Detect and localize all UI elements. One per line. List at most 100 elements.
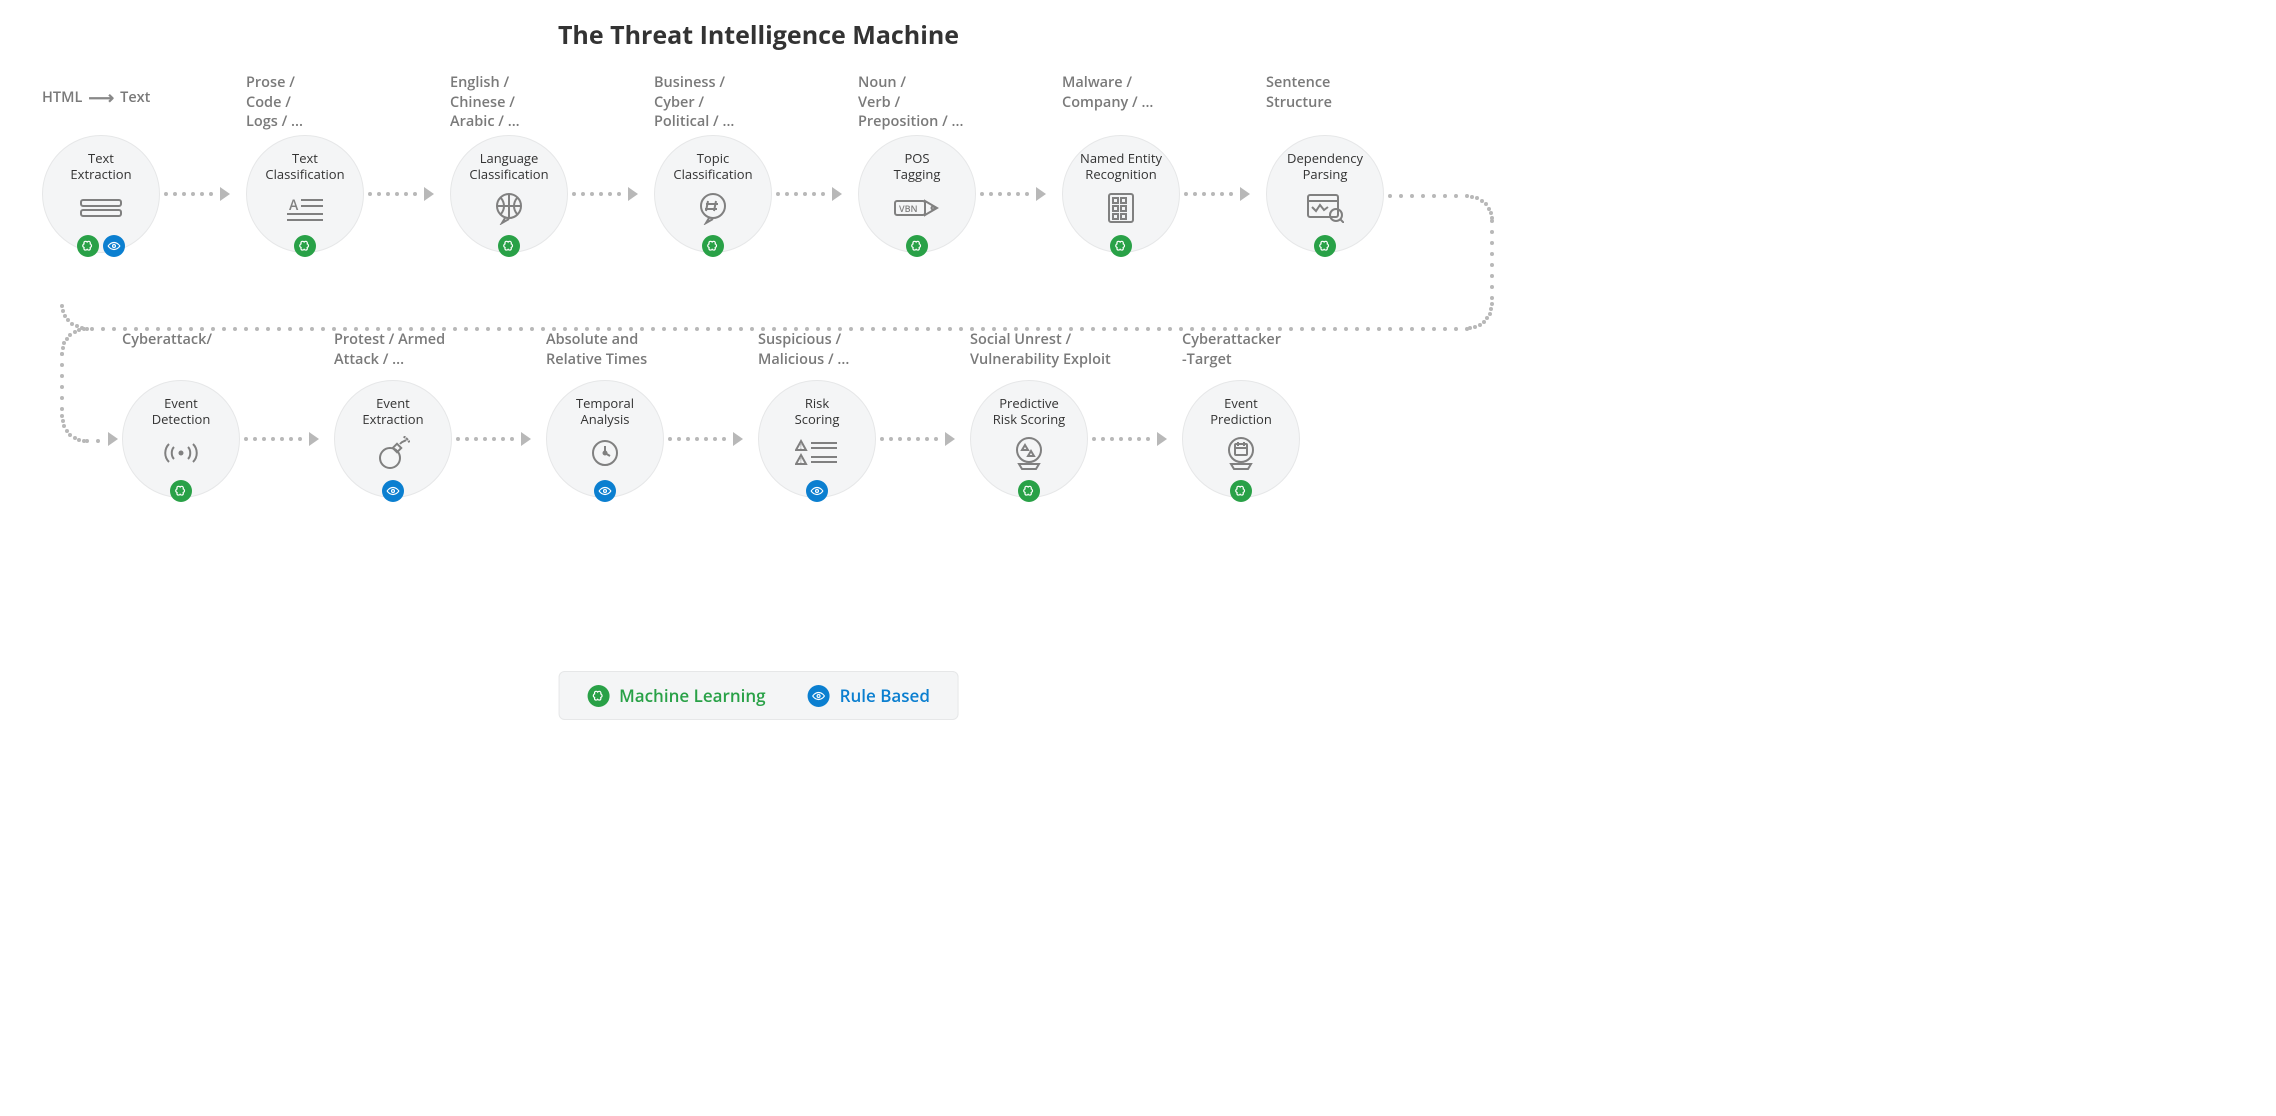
row1-node-2: Language Classification bbox=[450, 135, 568, 253]
node-label: Temporal Analysis bbox=[576, 395, 634, 428]
page-title: The Threat Intelligence Machine bbox=[0, 18, 1517, 52]
node-badges bbox=[43, 235, 159, 257]
node-badges bbox=[247, 235, 363, 257]
node-label: Text Extraction bbox=[70, 150, 131, 183]
row1-category-1: Prose / Code / Logs / ... bbox=[246, 73, 426, 132]
brain-icon bbox=[702, 235, 724, 257]
row1-category-6: Sentence Structure bbox=[1266, 73, 1446, 112]
node-badges bbox=[451, 235, 567, 257]
row1-category-5: Malware / Company / ... bbox=[1062, 73, 1242, 112]
node-label: Named Entity Recognition bbox=[1080, 150, 1162, 183]
clock-icon bbox=[580, 434, 630, 472]
legend-rb-label: Rule Based bbox=[840, 684, 930, 707]
parse-window-icon bbox=[1300, 189, 1350, 227]
row2-node-3: Risk Scoring!! bbox=[758, 380, 876, 498]
node-badges bbox=[123, 480, 239, 502]
eye-icon bbox=[808, 685, 830, 707]
eye-icon bbox=[806, 480, 828, 502]
row2-category-0: Cyberattack/ bbox=[122, 330, 302, 350]
node-label: Event Detection bbox=[152, 395, 211, 428]
text-lines-icon bbox=[76, 189, 126, 227]
grid-box-icon bbox=[1096, 189, 1146, 227]
brain-icon bbox=[906, 235, 928, 257]
text-a-icon: A bbox=[280, 189, 330, 227]
globe-bubble-icon bbox=[484, 189, 534, 227]
row2-node-1: Event Extraction bbox=[334, 380, 452, 498]
node-badges bbox=[971, 480, 1087, 502]
node-badges bbox=[1063, 235, 1179, 257]
node-badges bbox=[759, 480, 875, 502]
row2-node-0: Event Detection bbox=[122, 380, 240, 498]
node-badges bbox=[335, 480, 451, 502]
eye-icon bbox=[382, 480, 404, 502]
row1-node-0: Text Extraction bbox=[42, 135, 160, 253]
connector bbox=[456, 432, 542, 446]
signal-icon bbox=[156, 434, 206, 472]
crystal-cal-icon bbox=[1216, 434, 1266, 472]
node-label: POS Tagging bbox=[894, 150, 941, 183]
row2-category-1: Protest / Armed Attack / ... bbox=[334, 330, 514, 369]
brain-icon bbox=[77, 235, 99, 257]
node-label: Event Prediction bbox=[1210, 395, 1272, 428]
tag-vbn-icon: VBN bbox=[892, 189, 942, 227]
brain-icon bbox=[294, 235, 316, 257]
connector bbox=[164, 187, 242, 201]
legend-ml: Machine Learning bbox=[587, 684, 766, 707]
row2-category-5: Cyberattacker -Target bbox=[1182, 330, 1362, 369]
node-label: Predictive Risk Scoring bbox=[993, 395, 1066, 428]
node-badges bbox=[547, 480, 663, 502]
row2-category-2: Absolute and Relative Times bbox=[546, 330, 726, 369]
row1-node-1: Text Classification A bbox=[246, 135, 364, 253]
row1-node-3: Topic Classification bbox=[654, 135, 772, 253]
svg-text:VBN: VBN bbox=[899, 202, 918, 215]
crystal-warn-icon bbox=[1004, 434, 1054, 472]
svg-text:!: ! bbox=[800, 443, 802, 452]
row2-node-5: Event Prediction bbox=[1182, 380, 1300, 498]
legend-ml-label: Machine Learning bbox=[619, 684, 766, 707]
node-badges bbox=[859, 235, 975, 257]
connector bbox=[1092, 432, 1178, 446]
text-label: Text bbox=[120, 88, 150, 108]
brain-icon bbox=[1110, 235, 1132, 257]
row1-category-4: Noun / Verb / Preposition / ... bbox=[858, 73, 1038, 132]
row1-node-5: Named Entity Recognition bbox=[1062, 135, 1180, 253]
brain-icon bbox=[1230, 480, 1252, 502]
connector bbox=[776, 187, 854, 201]
connector bbox=[668, 432, 754, 446]
brain-icon bbox=[498, 235, 520, 257]
node-label: Text Classification bbox=[265, 150, 344, 183]
arrow-right-icon: ⟶ bbox=[88, 86, 114, 110]
row1-category-3: Business / Cyber / Political / ... bbox=[654, 73, 834, 132]
legend: Machine Learning Rule Based bbox=[558, 671, 959, 720]
row2-category-4: Social Unrest / Vulnerability Exploit bbox=[970, 330, 1150, 369]
html-text-label: HTML ⟶ Text bbox=[42, 86, 150, 110]
eye-icon bbox=[594, 480, 616, 502]
node-badges bbox=[1183, 480, 1299, 502]
brain-icon bbox=[1314, 235, 1336, 257]
brain-icon bbox=[587, 685, 609, 707]
node-label: Risk Scoring bbox=[795, 395, 840, 428]
svg-text:A: A bbox=[289, 196, 299, 215]
row1-node-6: Dependency Parsing bbox=[1266, 135, 1384, 253]
node-label: Topic Classification bbox=[673, 150, 752, 183]
brain-icon bbox=[170, 480, 192, 502]
connector bbox=[368, 187, 446, 201]
svg-text:!: ! bbox=[800, 457, 802, 466]
connector bbox=[880, 432, 966, 446]
node-badges bbox=[655, 235, 771, 257]
row2-category-3: Suspicious / Malicious / ... bbox=[758, 330, 938, 369]
row1-node-4: POS Tagging VBN bbox=[858, 135, 976, 253]
eye-icon bbox=[103, 235, 125, 257]
node-label: Language Classification bbox=[469, 150, 548, 183]
node-label: Dependency Parsing bbox=[1287, 150, 1363, 183]
row2-node-4: Predictive Risk Scoring bbox=[970, 380, 1088, 498]
risk-list-icon: !! bbox=[792, 434, 842, 472]
connector bbox=[572, 187, 650, 201]
row2-node-2: Temporal Analysis bbox=[546, 380, 664, 498]
legend-rb: Rule Based bbox=[808, 684, 930, 707]
row1-category-2: English / Chinese / Arabic / ... bbox=[450, 73, 630, 132]
bomb-icon bbox=[368, 434, 418, 472]
connector bbox=[1184, 187, 1262, 201]
node-label: Event Extraction bbox=[362, 395, 423, 428]
hash-bubble-icon bbox=[688, 189, 738, 227]
